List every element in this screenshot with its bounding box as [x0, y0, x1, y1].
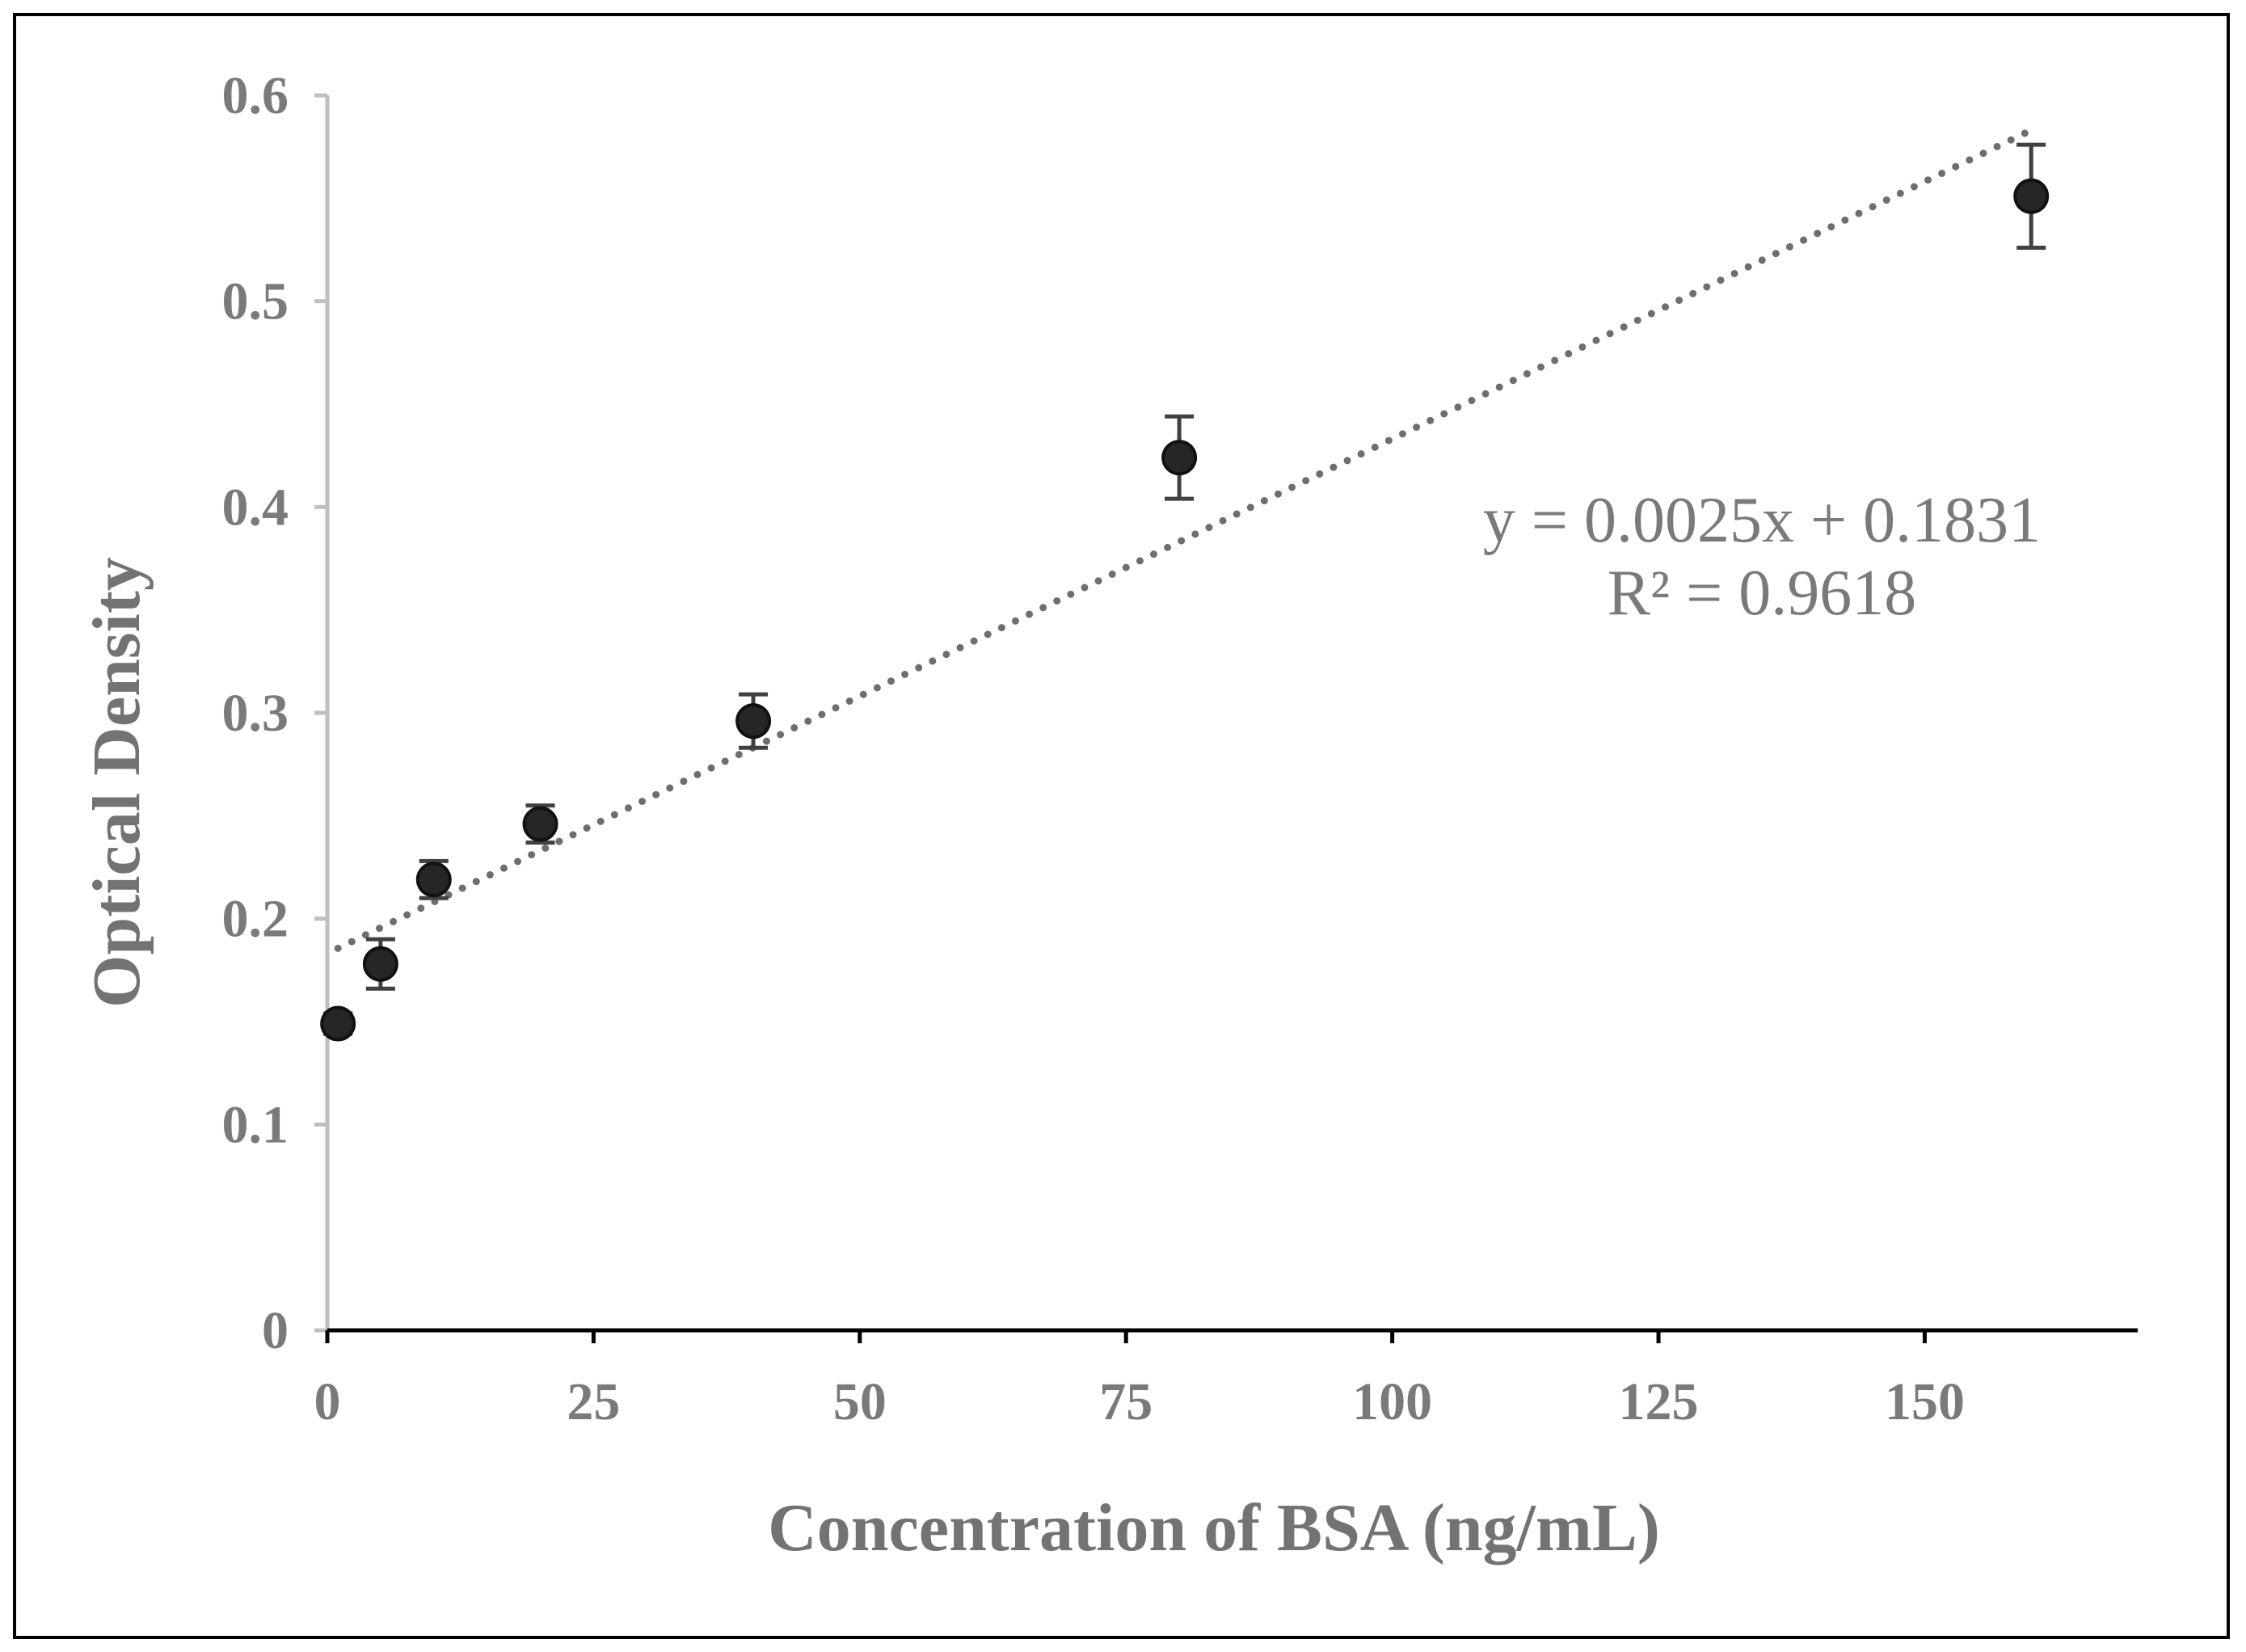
data-point — [1161, 440, 1198, 476]
y-tick-label: 0.3 — [222, 684, 289, 743]
trendline — [334, 126, 2035, 952]
axes — [314, 93, 2138, 1343]
y-tick-label: 0.1 — [222, 1095, 289, 1154]
data-point — [522, 806, 558, 842]
x-axis-title: Concentration of BSA (ng/mL) — [768, 1490, 1660, 1566]
trendline-group — [334, 126, 2035, 952]
y-tick-label: 0 — [262, 1301, 289, 1360]
data-point — [320, 1005, 356, 1042]
x-tick-label: 125 — [1619, 1372, 1699, 1431]
x-tick-label: 25 — [567, 1372, 620, 1431]
data-points-group — [320, 142, 2050, 1042]
x-tick-label: 100 — [1352, 1372, 1432, 1431]
x-tick-label: 75 — [1099, 1372, 1152, 1431]
x-tick-label: 50 — [833, 1372, 887, 1431]
labels-group: Concentration of BSA (ng/mL) Optical Den… — [79, 66, 2041, 1566]
chart-frame — [13, 13, 2230, 1639]
trendline-equation: y = 0.0025x + 0.1831 — [1483, 485, 2041, 556]
data-point — [415, 862, 452, 898]
data-point — [2013, 178, 2050, 214]
trendline-r-squared: R² = 0.9618 — [1608, 558, 1916, 629]
y-tick-label: 0.5 — [222, 272, 289, 331]
y-tick-label: 0.4 — [222, 478, 289, 537]
y-tick-label: 0.6 — [222, 66, 289, 125]
data-point — [735, 703, 772, 740]
data-point — [362, 946, 398, 982]
y-tick-label: 0.2 — [222, 890, 289, 949]
x-tick-label: 150 — [1885, 1372, 1965, 1431]
y-axis-title: Optical Density — [79, 557, 154, 1008]
x-tick-label: 0 — [314, 1372, 341, 1431]
